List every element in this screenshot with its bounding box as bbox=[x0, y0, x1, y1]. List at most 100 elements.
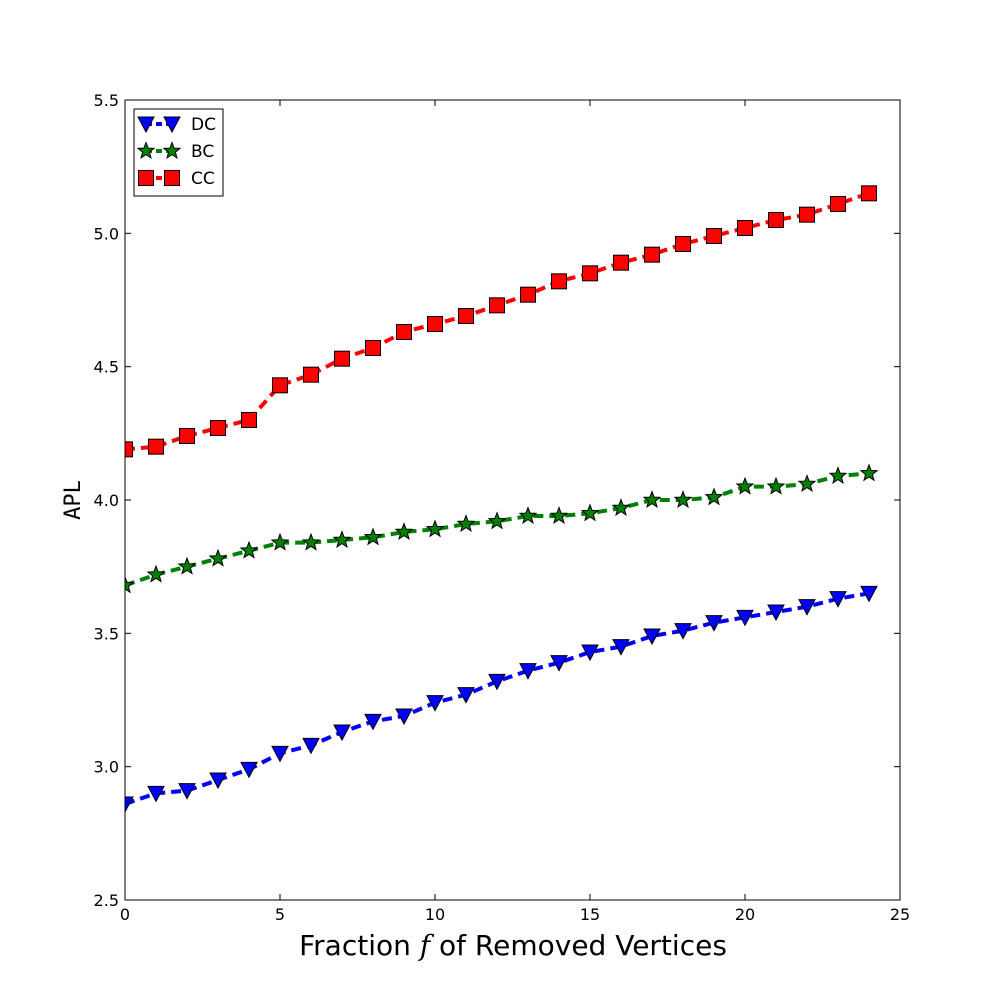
legend: DC BC CC bbox=[133, 108, 224, 197]
y-tick-label: 2.5 bbox=[94, 891, 119, 910]
y-tick-label: 3.0 bbox=[94, 758, 119, 777]
data-point-bc bbox=[580, 503, 600, 522]
legend-marker-bc bbox=[136, 141, 156, 160]
legend-label-cc: CC bbox=[191, 169, 215, 189]
data-point-cc bbox=[272, 377, 288, 394]
data-point-dc bbox=[612, 639, 630, 656]
data-point-dc bbox=[395, 708, 413, 726]
data-point-dc bbox=[767, 604, 785, 622]
data-point-dc bbox=[240, 761, 258, 779]
data-point-dc bbox=[519, 663, 537, 680]
data-point-cc bbox=[303, 366, 319, 383]
data-point-dc bbox=[364, 713, 382, 731]
plot-area bbox=[125, 185, 879, 814]
data-point-bc bbox=[146, 564, 166, 583]
x-tick-label: 10 bbox=[425, 905, 445, 924]
axes: 0 5 10 15 20 25 2.5 3.0 3.5 4.0 4.5 5.0 5.5 bbox=[94, 91, 911, 924]
data-point-bc bbox=[704, 487, 724, 506]
data-point-cc bbox=[799, 206, 815, 223]
data-point-dc bbox=[178, 783, 196, 800]
x-axis-label-suffix: of Removed Vertices bbox=[430, 929, 727, 962]
data-point-dc bbox=[488, 673, 506, 691]
data-point-bc bbox=[177, 556, 197, 575]
y-tick-label: 5.0 bbox=[94, 224, 119, 243]
data-point-cc bbox=[644, 246, 660, 263]
data-point-bc bbox=[673, 490, 693, 509]
data-point-cc bbox=[396, 324, 412, 340]
data-point-cc bbox=[861, 185, 877, 202]
x-axis-label: Fraction f of Removed Vertices bbox=[299, 929, 727, 962]
data-point-bc bbox=[301, 532, 321, 551]
data-point-bc bbox=[487, 511, 507, 530]
legend-label-dc: DC bbox=[191, 115, 216, 135]
data-point-cc bbox=[768, 212, 784, 228]
x-tick-label: 25 bbox=[890, 905, 910, 924]
data-point-dc bbox=[705, 615, 723, 632]
data-point-bc bbox=[394, 522, 414, 541]
legend-marker-dc bbox=[163, 116, 181, 134]
data-point-cc bbox=[582, 265, 598, 282]
data-point-dc bbox=[829, 591, 847, 608]
data-point-dc bbox=[736, 609, 754, 627]
data-point-bc bbox=[456, 514, 476, 533]
data-point-dc bbox=[302, 737, 320, 755]
y-axis-label: APL bbox=[61, 480, 86, 520]
data-point-bc bbox=[239, 540, 259, 559]
data-point-cc bbox=[125, 441, 133, 458]
data-point-dc bbox=[581, 644, 599, 662]
data-point-bc bbox=[270, 532, 290, 551]
data-point-dc bbox=[271, 745, 289, 763]
legend-marker-dc bbox=[137, 116, 155, 134]
data-point-bc bbox=[425, 519, 445, 538]
data-point-cc bbox=[675, 236, 691, 252]
data-point-dc bbox=[147, 785, 165, 803]
data-point-bc bbox=[766, 476, 786, 495]
data-point-bc bbox=[611, 498, 631, 517]
data-point-cc bbox=[148, 438, 164, 455]
data-point-cc bbox=[737, 220, 753, 236]
data-point-cc bbox=[706, 228, 722, 244]
data-point-cc bbox=[551, 273, 567, 290]
x-tick-label: 5 bbox=[275, 905, 285, 924]
data-point-bc bbox=[363, 527, 383, 546]
data-point-bc bbox=[797, 474, 817, 493]
data-point-bc bbox=[735, 476, 755, 495]
data-point-bc bbox=[549, 506, 569, 525]
data-point-dc bbox=[643, 628, 661, 646]
data-point-cc bbox=[520, 286, 536, 303]
data-point-dc bbox=[125, 796, 134, 814]
data-point-bc bbox=[642, 490, 662, 509]
x-tick-label: 20 bbox=[735, 905, 755, 924]
data-point-dc bbox=[457, 687, 475, 704]
data-point-dc bbox=[426, 695, 444, 712]
legend-marker-cc bbox=[164, 170, 180, 186]
data-point-cc bbox=[179, 428, 195, 444]
data-point-cc bbox=[489, 297, 505, 314]
data-point-cc bbox=[458, 308, 474, 324]
y-tick-label: 4.5 bbox=[94, 358, 119, 377]
data-point-bc bbox=[828, 466, 848, 485]
data-point-bc bbox=[208, 548, 228, 567]
x-axis-label-prefix: Fraction bbox=[299, 929, 420, 962]
data-point-dc bbox=[860, 585, 878, 603]
data-point-cc bbox=[427, 316, 443, 332]
data-point-cc bbox=[334, 350, 350, 367]
data-point-dc bbox=[798, 599, 816, 616]
data-point-cc bbox=[613, 254, 629, 271]
y-tick-label: 3.5 bbox=[94, 624, 119, 643]
x-tick-label: 0 bbox=[120, 905, 130, 924]
data-point-dc bbox=[674, 623, 692, 640]
y-tick-label: 5.5 bbox=[94, 91, 119, 110]
data-point-dc bbox=[209, 772, 227, 790]
legend-marker-cc bbox=[138, 170, 154, 186]
data-point-cc bbox=[241, 412, 257, 428]
data-point-cc bbox=[365, 340, 381, 356]
legend-label-bc: BC bbox=[191, 142, 214, 162]
data-point-dc bbox=[333, 724, 351, 742]
legend-marker-bc bbox=[162, 141, 182, 160]
data-point-dc bbox=[550, 655, 568, 672]
data-point-bc bbox=[859, 463, 879, 482]
data-point-bc bbox=[518, 506, 538, 525]
data-point-bc bbox=[125, 575, 135, 594]
